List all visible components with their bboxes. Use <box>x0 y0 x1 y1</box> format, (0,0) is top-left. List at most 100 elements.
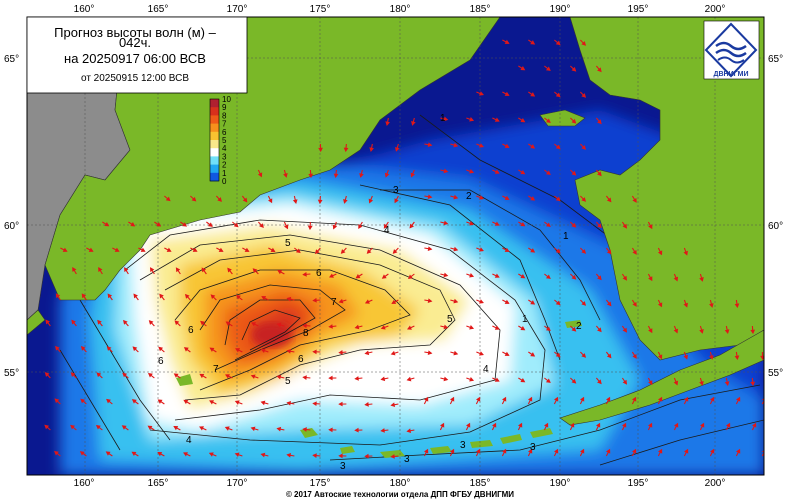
contour-label: 6 <box>316 268 322 279</box>
wave-arrow-head <box>270 247 276 252</box>
contour-label: 6 <box>158 356 164 367</box>
wave-arrow-head <box>80 398 86 404</box>
wave-arrow-head <box>571 170 577 176</box>
wave-arrow-head <box>504 39 510 44</box>
wave-arrow-head <box>545 170 551 175</box>
wave-arrow-head <box>235 348 241 353</box>
wave-arrow-head <box>443 272 449 278</box>
wave-arrow-head <box>520 221 526 227</box>
contour-label: 2 <box>466 191 472 202</box>
wave-arrow-head <box>131 451 137 456</box>
wave-arrow-head <box>225 374 230 379</box>
wave-arrow-head <box>700 422 705 428</box>
wave-arrow-head <box>673 276 679 282</box>
wave-arrow-head <box>318 147 323 153</box>
wave-arrow-head <box>469 325 475 330</box>
wave-arrow-head <box>123 319 128 325</box>
wave-arrow-head <box>710 396 715 402</box>
wave-arrow-head <box>530 248 536 253</box>
wave-arrow-head <box>383 223 389 229</box>
wave-arrow-head <box>276 374 282 380</box>
wave-arrow-head <box>54 398 60 404</box>
wave-arrow-head <box>302 375 307 380</box>
wave-arrow-head <box>453 350 459 356</box>
wave-arrow-head <box>366 249 372 254</box>
wave-arrow-head <box>530 300 536 305</box>
contour-label: 6 <box>298 354 304 365</box>
wave-arrow-head <box>555 196 561 202</box>
wave-arrow-head <box>260 400 266 406</box>
wave-arrow-head <box>236 294 241 300</box>
wave-arrow-head <box>380 428 385 433</box>
legend-swatch <box>210 156 219 165</box>
wave-arrow-head <box>364 453 369 459</box>
wave-arrow-head <box>479 195 484 200</box>
wave-arrow-head <box>453 194 459 200</box>
wave-arrow-head <box>622 275 628 281</box>
wave-arrow-head <box>354 376 359 381</box>
legend-swatch <box>210 99 219 108</box>
wave-arrow-head <box>409 223 414 229</box>
longitude-labels-bottom: 160° 165° 170° 175° 180° 185° 190° 195° … <box>74 478 726 489</box>
wave-arrow-head <box>606 197 612 203</box>
wave-arrow-head <box>502 448 507 454</box>
wave-arrow-head <box>554 396 559 402</box>
legend-label: 0 <box>222 177 227 186</box>
wave-arrow-head <box>88 247 94 252</box>
wave-arrow-head <box>45 319 50 325</box>
wave-arrow-head <box>392 249 398 254</box>
wave-arrow-head <box>494 377 500 382</box>
logo-text: ДВНИГМИ <box>714 71 749 78</box>
wave-arrow-head <box>312 349 317 355</box>
wave-arrow-head <box>95 425 101 430</box>
wave-arrow-head <box>328 324 333 329</box>
wave-arrow-head <box>726 422 731 428</box>
wave-arrow-head <box>234 400 240 405</box>
wave-arrow-head <box>520 325 526 331</box>
contour-label: 7 <box>331 297 337 308</box>
lat-label: 55° <box>768 368 783 379</box>
wave-arrow-head <box>390 454 395 459</box>
wave-arrow-head <box>286 296 292 302</box>
wave-arrow-head <box>260 452 266 458</box>
wave-arrow-head <box>622 223 628 229</box>
legend-label: 5 <box>222 136 227 145</box>
wave-arrow-head <box>632 448 637 454</box>
wave-arrow-head <box>502 396 507 402</box>
dvnigmi-logo: ДВНИГМИ <box>703 20 760 80</box>
wave-arrow-head <box>286 348 292 354</box>
wave-arrow-head <box>469 221 475 226</box>
contour-labels: 1 1 1 2 2 3 3 3 3 3 4 4 4 5 5 5 6 6 6 6 … <box>158 113 582 472</box>
wave-arrow-head <box>354 324 360 330</box>
wave-arrow-head <box>233 222 239 228</box>
wave-arrow-head <box>530 40 536 45</box>
contour-label: 3 <box>393 185 399 196</box>
wave-arrow-head <box>504 195 510 200</box>
wave-arrow-head <box>217 197 222 202</box>
wave-arrow-head <box>406 325 412 330</box>
contour-label: 5 <box>285 376 291 387</box>
wave-arrow-head <box>225 321 231 326</box>
wave-arrow-head <box>673 328 679 334</box>
legend-swatch <box>210 107 219 116</box>
wave-arrow-head <box>606 301 612 307</box>
lat-label: 65° <box>768 54 783 65</box>
wave-arrow-head <box>302 427 307 432</box>
wave-arrow-head <box>395 146 400 152</box>
wave-arrow-head <box>165 196 171 202</box>
wave-arrow-head <box>122 372 128 378</box>
wave-arrow-head <box>286 400 292 406</box>
wave-arrow-head <box>173 373 179 378</box>
legend-border <box>209 98 220 182</box>
wave-arrow-head <box>209 347 215 352</box>
wave-arrow-head <box>380 325 386 330</box>
lat-label: 55° <box>4 368 19 379</box>
wave-arrow-head <box>192 247 198 252</box>
wave-direction-arrows <box>44 39 764 459</box>
map-body <box>27 17 764 475</box>
lon-label: 190° <box>550 4 571 15</box>
wave-arrow-head <box>277 270 283 275</box>
wave-arrow-head <box>571 274 577 280</box>
contour-label: 1 <box>440 113 446 124</box>
wave-arrow-head <box>520 65 526 71</box>
